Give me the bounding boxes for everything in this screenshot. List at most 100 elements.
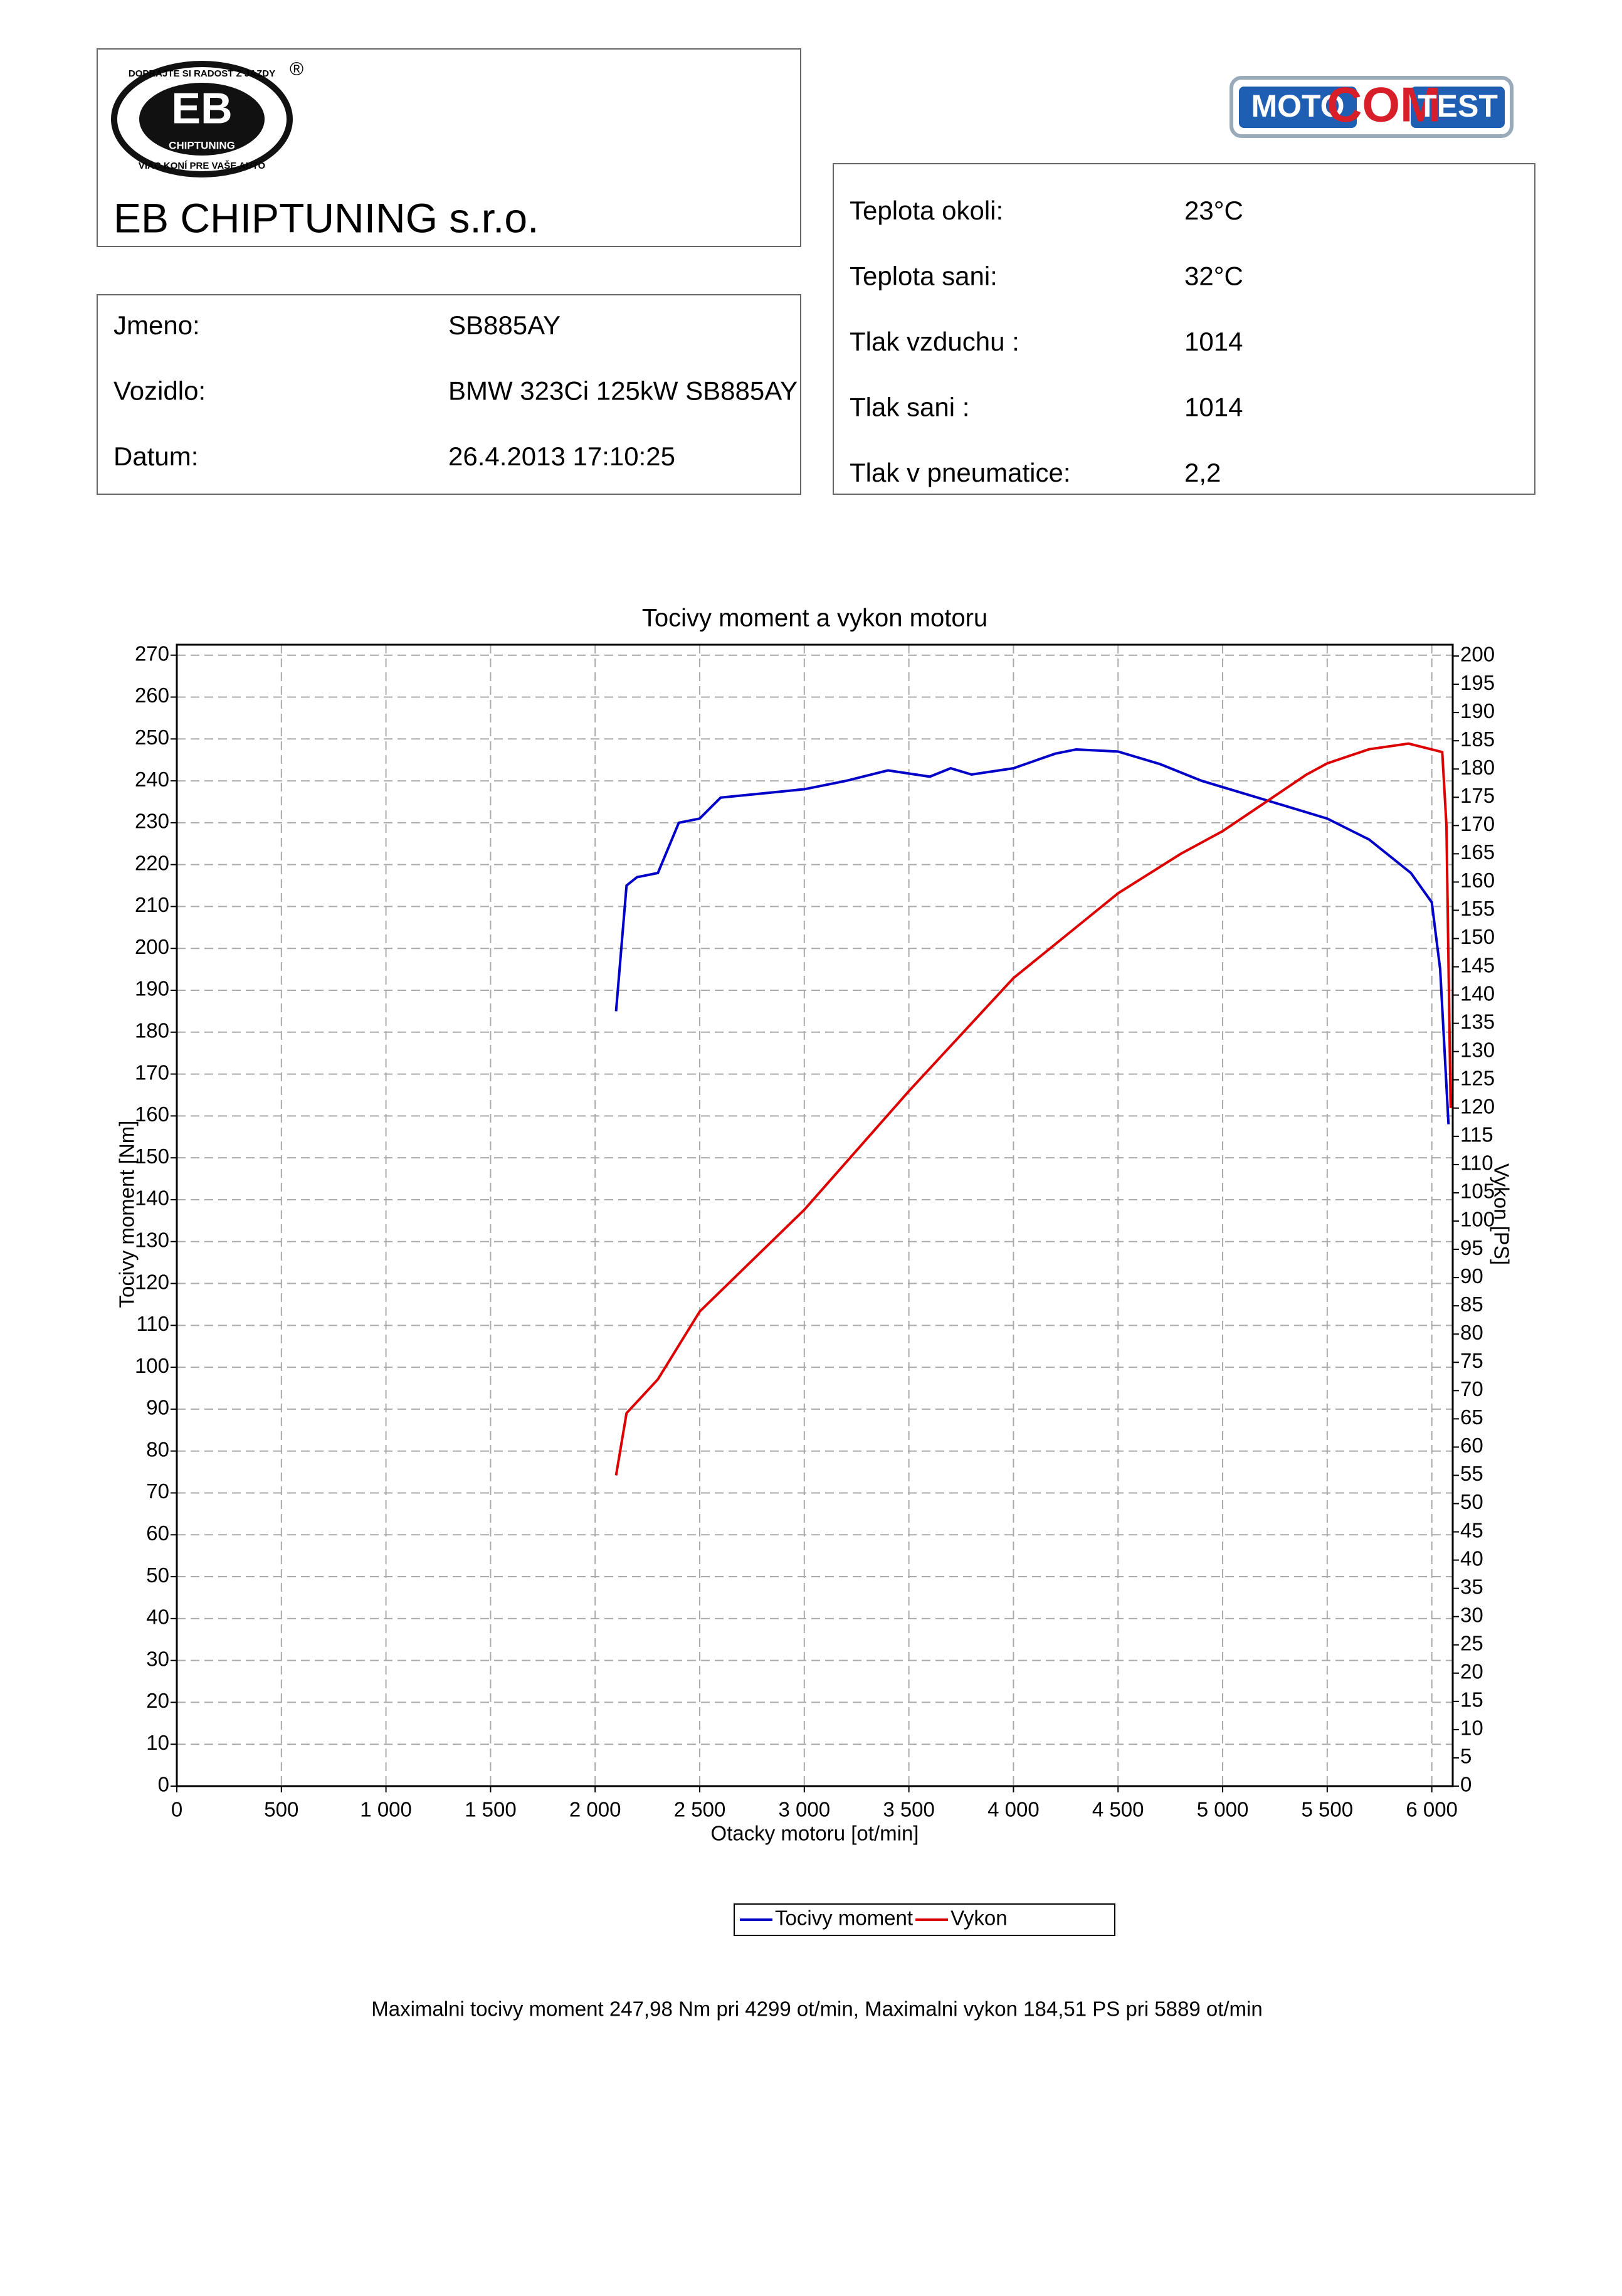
y-tick-label: 180 [135,1019,169,1042]
y2-tick-label: 200 [1460,643,1495,666]
eb-logo-initials: EB [171,83,232,132]
y2-tick-label: 140 [1460,981,1495,1005]
condition-label: Tlak vzduchu : [850,327,1019,356]
x-tick-label: 5 000 [1197,1798,1249,1821]
mct-logo-test: TEST [1418,88,1498,124]
legend-label: Vykon [951,1907,1008,1930]
y-tick-label: 190 [135,977,169,1000]
x-tick-label: 4 500 [1092,1798,1144,1821]
x-tick-label: 5 500 [1302,1798,1354,1821]
field-label: Datum: [113,442,198,471]
series-line [614,748,1450,1124]
y2-tick-label: 120 [1460,1095,1495,1118]
y2-tick-label: 150 [1460,925,1495,948]
y2-tick-label: 170 [1460,812,1495,835]
y-tick-label: 230 [135,810,169,833]
y-tick-label: 130 [135,1228,169,1251]
x-axis-label: Otacky motoru [ot/min] [711,1822,919,1845]
y2-tick-label: 180 [1460,756,1495,779]
y2-tick-label: 20 [1460,1660,1483,1683]
y2-tick-label: 130 [1460,1038,1495,1061]
mct-logo-moto-bg [1239,87,1357,128]
y-tick-label: 260 [135,684,169,707]
y2-tick-label: 5 [1460,1745,1472,1768]
y2-tick-label: 90 [1460,1264,1483,1288]
y-tick-label: 0 [158,1773,169,1796]
legend-label: Tocivy moment [775,1907,913,1930]
company-name: EB CHIPTUNING s.r.o. [113,194,539,241]
y2-tick-label: 85 [1460,1293,1483,1316]
field-label: Jmeno: [113,310,200,340]
x-tick-label: 500 [264,1798,298,1821]
condition-label: Teplota okoli: [850,196,1003,225]
field-label: Vozidlo: [113,376,206,406]
y2-tick-label: 115 [1460,1123,1493,1146]
x-tick-label: 2 000 [569,1798,621,1821]
company-box [97,48,801,247]
x-tick-label: 6 000 [1406,1798,1458,1821]
conditions-box [833,163,1535,495]
x-tick-label: 1 500 [465,1798,517,1821]
y2-tick-label: 65 [1460,1405,1483,1429]
y2-tick-label: 10 [1460,1717,1483,1740]
y2-tick-label: 0 [1460,1773,1472,1796]
y-tick-label: 100 [135,1354,169,1377]
condition-value: 23°C [1184,196,1243,225]
y2-tick-label: 125 [1460,1066,1495,1089]
y2-tick-label: 30 [1460,1603,1483,1626]
y-tick-label: 150 [135,1145,169,1168]
y2-tick-label: 175 [1460,784,1495,807]
y-tick-label: 210 [135,893,169,916]
eb-logo-center [139,83,265,156]
condition-value: 32°C [1184,262,1243,291]
mct-logo-test-bg [1411,87,1505,128]
x-tick-label: 0 [171,1798,182,1821]
y-tick-label: 50 [146,1563,169,1587]
vehicle-box [97,294,801,495]
y-tick-label: 240 [135,768,169,791]
y2-tick-label: 110 [1460,1151,1493,1175]
y-tick-label: 60 [146,1521,169,1545]
summary: Maximalni tocivy moment 247,98 Nm pri 42… [371,1997,1262,2021]
y-tick-label: 220 [135,851,169,874]
x-tick-label: 3 000 [779,1798,831,1821]
eb-logo-name: CHIPTUNING [169,139,235,151]
y-tick-label: 20 [146,1689,169,1712]
eb-logo-registered: ® [290,59,303,80]
y2-tick-label: 145 [1460,953,1495,976]
y2-tick-label: 95 [1460,1236,1483,1259]
y2-tick-label: 135 [1460,1010,1495,1033]
y2-tick-label: 55 [1460,1462,1483,1485]
y-tick-label: 110 [136,1312,169,1335]
y2-tick-label: 185 [1460,727,1495,751]
y2-tick-label: 40 [1460,1547,1483,1570]
y2-tick-label: 25 [1460,1631,1483,1654]
mct-logo-moto: MOTO [1251,88,1344,124]
y-tick-label: 270 [135,642,169,665]
field-value: BMW 323Ci 125kW SB885AY [448,376,798,406]
x-tick-label: 3 500 [883,1798,935,1821]
y-tick-label: 80 [146,1437,169,1461]
field-value: SB885AY [448,310,561,340]
mct-logo-com: COM [1327,77,1441,132]
y2-tick-label: 75 [1460,1349,1483,1372]
field-value: 26.4.2013 17:10:25 [448,442,675,471]
y-tick-label: 10 [146,1731,169,1754]
eb-logo-bottom: VIAC KONÍ PRE VAŠE AUTO [139,160,266,171]
series-line [614,742,1452,1476]
y2-tick-label: 195 [1460,671,1495,694]
y2-tick-label: 165 [1460,840,1495,864]
y-tick-label: 120 [135,1270,169,1293]
condition-label: Tlak sani : [850,393,969,422]
y-tick-label: 140 [135,1187,169,1210]
condition-value: 1014 [1184,327,1243,356]
condition-value: 1014 [1184,393,1243,422]
y-tick-label: 200 [135,935,169,958]
y2-tick-label: 60 [1460,1434,1483,1457]
y-tick-label: 40 [146,1606,169,1629]
condition-label: Tlak v pneumatice: [850,458,1071,487]
y2-tick-label: 80 [1460,1321,1483,1344]
y-tick-label: 90 [146,1396,169,1419]
